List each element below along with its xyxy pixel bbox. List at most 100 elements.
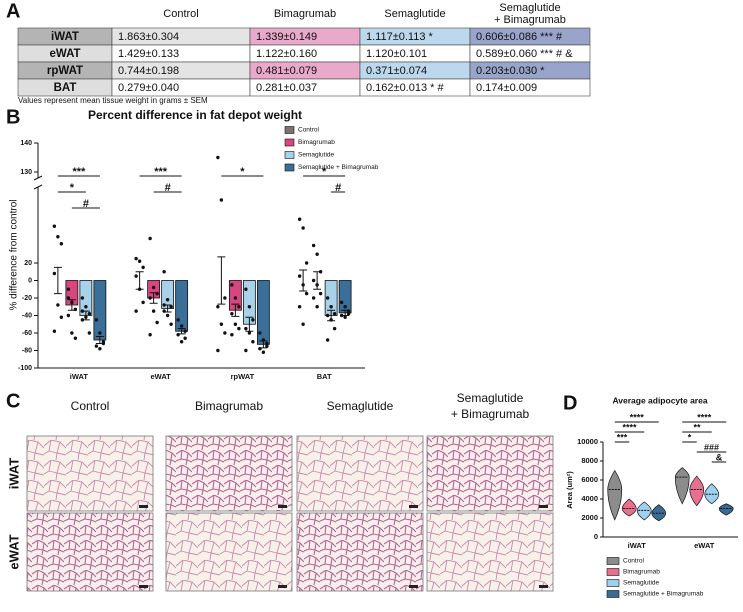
micrograph: [165, 435, 293, 512]
row-label: eWAT: [6, 534, 21, 569]
y-tick-label: 130: [20, 169, 32, 176]
data-point: [141, 265, 145, 270]
bar: [256, 280, 270, 345]
micrograph: [165, 512, 293, 592]
chart-title: Percent difference in fat depot weight: [88, 108, 302, 122]
data-point: [343, 315, 347, 319]
legend-swatch: [606, 557, 620, 565]
data-point: [244, 348, 248, 353]
significance-label: *: [322, 166, 327, 178]
scale-bar: [278, 585, 287, 588]
data-point: [233, 296, 238, 300]
data-point: [325, 338, 330, 342]
x-tick-label: iWAT: [628, 541, 647, 550]
axis-break: [33, 175, 43, 181]
cell-value: 0.589±0.060 *** # &: [476, 48, 573, 60]
data-point: [315, 252, 319, 256]
y-tick-label: 0: [594, 532, 598, 541]
cell-value: 1.339±0.149: [256, 31, 317, 43]
data-point: [162, 309, 166, 313]
data-point: [80, 318, 85, 322]
data-point: [318, 291, 323, 296]
violin: [674, 467, 690, 505]
data-point: [183, 336, 187, 340]
legend-swatch: [284, 126, 295, 134]
legend-swatch: [284, 138, 295, 147]
data-point: [56, 235, 60, 239]
scale-bar: [139, 505, 148, 508]
significance-label: ****: [622, 422, 637, 432]
micrograph: [296, 512, 424, 592]
data-point: [87, 331, 92, 335]
column-header: Control: [71, 399, 110, 413]
data-point: [216, 305, 220, 309]
table-cell: [469, 78, 591, 97]
row-label: iWAT: [6, 458, 21, 490]
table-note: Values represent mean tissue weight in g…: [18, 96, 208, 105]
data-point: [237, 305, 241, 309]
column-header: Semaglutide: [499, 2, 560, 14]
violin: [689, 475, 705, 507]
data-point: [148, 333, 152, 337]
x-tick-label: eWAT: [150, 372, 171, 381]
y-tick-label: 10000: [577, 437, 598, 446]
y-tick-label: -80: [22, 347, 32, 354]
data-point: [183, 329, 187, 333]
data-point: [301, 322, 305, 326]
row-label: eWAT: [49, 48, 80, 60]
legend-label: Semaglutide + Bimagrumab: [623, 591, 704, 598]
data-point: [134, 256, 138, 261]
data-point: [59, 242, 64, 246]
column-header: + Bimagrumab: [494, 14, 566, 26]
legend-swatch: [606, 590, 620, 598]
row-label: BAT: [54, 82, 77, 94]
x-tick-label: iWAT: [70, 372, 89, 381]
legend-label: Semaglutide: [623, 580, 660, 587]
data-point: [233, 322, 238, 326]
cell-value: 0.606±0.086 *** #: [476, 31, 563, 43]
data-point: [244, 287, 248, 291]
column-header: Bimagrumab: [195, 399, 263, 413]
data-point: [66, 296, 71, 300]
significance-label: ****: [630, 412, 645, 422]
data-point: [169, 305, 173, 309]
data-point: [52, 224, 57, 228]
significance-label: #: [335, 182, 341, 194]
data-point: [332, 312, 337, 316]
column-header: Bimagrumab: [274, 8, 336, 20]
cell-value: 0.481±0.079: [256, 65, 317, 77]
data-point: [94, 318, 99, 322]
violin: [718, 503, 734, 516]
data-point: [315, 305, 319, 309]
panel-letter: A: [6, 0, 20, 22]
cell-value: 0.371±0.074: [366, 65, 427, 77]
data-point: [230, 312, 234, 316]
legend-label: Control: [298, 127, 320, 134]
data-point: [315, 283, 319, 287]
y-tick-label: 8000: [581, 456, 598, 465]
cell-value: 0.174±0.009: [476, 82, 537, 94]
data-point: [179, 340, 184, 344]
y-tick-label: 2000: [581, 513, 598, 522]
micrograph: [26, 512, 154, 592]
y-tick-label: 6000: [581, 475, 598, 484]
data-point: [101, 341, 106, 346]
data-point: [176, 318, 180, 322]
data-point: [98, 331, 102, 335]
significance-label: ****: [697, 412, 712, 422]
data-point: [318, 270, 323, 274]
scale-bar: [409, 585, 418, 588]
scale-bar: [139, 585, 148, 588]
column-header: + Bimagrumab: [451, 407, 530, 421]
x-tick-label: eWAT: [694, 541, 715, 550]
data-point: [237, 326, 241, 331]
data-point: [59, 315, 64, 319]
y-axis-label: % difference from control: [9, 200, 20, 311]
data-point: [176, 333, 180, 337]
y-tick-label: 140: [20, 140, 32, 147]
data-point: [70, 331, 74, 335]
data-point: [94, 344, 99, 348]
data-point: [165, 298, 170, 302]
data-point: [301, 226, 305, 230]
data-point: [261, 338, 266, 342]
